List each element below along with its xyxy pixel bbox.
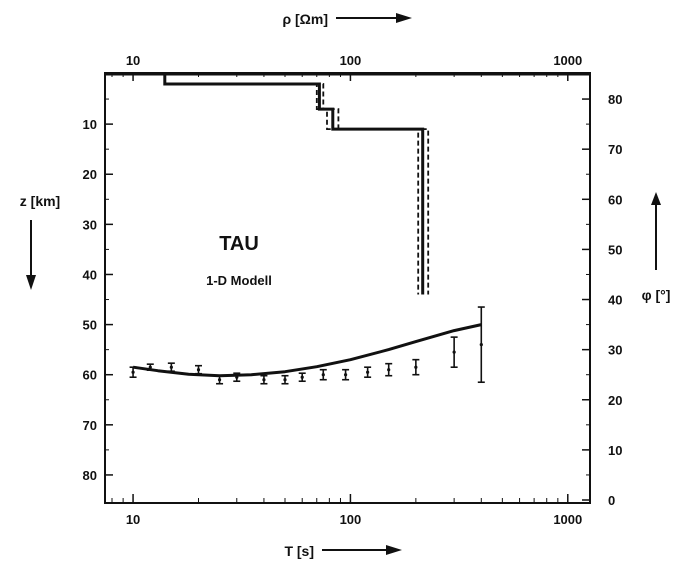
phase-data-point	[321, 373, 325, 377]
phase-data-point	[300, 375, 304, 379]
model-bound-line	[163, 74, 420, 295]
right-tick-label: 20	[608, 393, 622, 408]
left-tick-label: 60	[83, 368, 97, 383]
resistivity-model	[163, 74, 430, 295]
right-axis-arrowhead	[651, 192, 661, 205]
right-axis-label: φ [°]	[642, 287, 671, 303]
model-subtitle: 1-D Modell	[206, 273, 272, 288]
phase-data-point	[217, 378, 222, 382]
right-tick-label: 40	[608, 293, 622, 308]
left-axis-ticks: 10 20 30 40 50 60 70 80	[83, 98, 113, 483]
top-axis-ticks: 10 100 1000	[111, 53, 582, 81]
left-tick-label: 40	[83, 267, 97, 282]
phase-data-point	[235, 375, 239, 379]
phase-data-point	[283, 378, 287, 382]
right-tick-label: 10	[608, 443, 622, 458]
left-axis-label: z [km]	[20, 193, 60, 209]
top-tick-label: 100	[340, 53, 362, 68]
phase-curve	[129, 306, 485, 385]
plot-frame	[104, 72, 591, 504]
phase-data-point	[343, 373, 348, 377]
phase-data-point	[387, 368, 391, 372]
phase-data-point	[262, 378, 266, 382]
right-tick-label: 0	[608, 493, 615, 508]
left-tick-label: 30	[83, 217, 97, 232]
left-tick-label: 20	[83, 167, 97, 182]
top-tick-label: 1000	[553, 53, 582, 68]
right-tick-label: 70	[608, 142, 622, 157]
left-tick-label: 10	[83, 117, 97, 132]
phase-data-point	[479, 343, 483, 347]
bottom-axis-arrowhead	[386, 545, 402, 555]
bottom-tick-label: 100	[340, 512, 362, 527]
right-tick-label: 60	[608, 192, 622, 207]
top-axis-arrowhead	[396, 13, 412, 23]
left-axis-arrowhead	[26, 275, 36, 290]
left-tick-label: 80	[83, 468, 97, 483]
bottom-axis-ticks: 10 100 1000	[111, 494, 582, 527]
phase-data-point	[366, 370, 370, 374]
right-axis-ticks: 0 10 20 30 40 50 60 70 80	[582, 92, 622, 508]
left-tick-label: 50	[83, 318, 97, 333]
phase-data-point	[414, 365, 418, 369]
right-tick-label: 80	[608, 92, 622, 107]
phase-fit-line	[132, 323, 482, 378]
phase-data-point	[196, 368, 201, 372]
right-tick-label: 50	[608, 242, 622, 257]
bottom-axis-label: T [s]	[284, 543, 314, 559]
model-best-line	[163, 74, 425, 295]
left-tick-label: 70	[83, 418, 97, 433]
top-axis-label: ρ [Ωm]	[282, 11, 328, 27]
bottom-tick-label: 10	[126, 512, 140, 527]
model-title: TAU	[219, 233, 259, 255]
phase-data-point	[169, 365, 173, 369]
phase-data-point	[452, 350, 456, 354]
phase-data-point	[148, 365, 152, 369]
right-tick-label: 30	[608, 343, 622, 358]
model-bound-line	[163, 74, 430, 295]
bottom-tick-label: 1000	[553, 512, 582, 527]
phase-data-point	[131, 370, 135, 374]
top-tick-label: 10	[126, 53, 140, 68]
